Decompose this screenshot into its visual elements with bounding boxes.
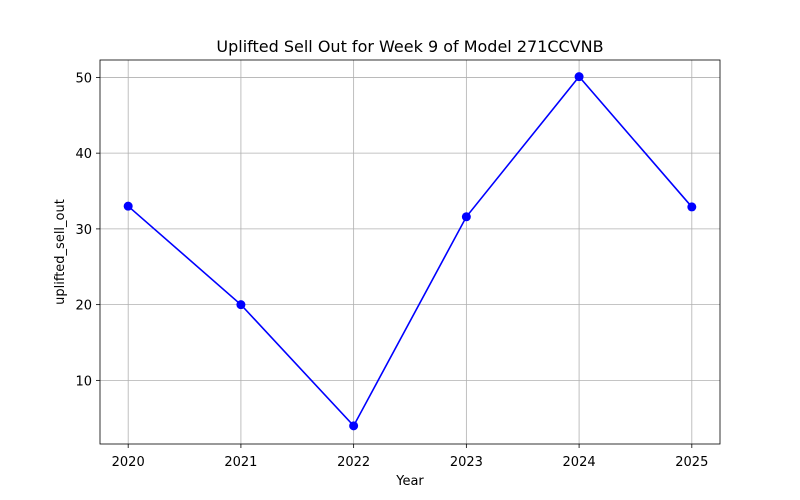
data-point [461, 212, 471, 222]
axis-ticks: 2020 2021 2022 2023 2024 2025 10 20 30 40 50 [75, 71, 708, 470]
data-point [349, 421, 359, 431]
data-point [123, 201, 133, 211]
y-tick-label: 50 [75, 71, 92, 86]
y-axis-label: uplifted_sell_out [53, 199, 68, 305]
y-tick-label: 30 [75, 223, 92, 238]
data-point [687, 202, 697, 212]
x-tick-label: 2025 [675, 455, 708, 470]
grid [100, 60, 720, 444]
x-axis-label: Year [395, 474, 424, 489]
x-tick-label: 2024 [563, 455, 596, 470]
x-tick-label: 2020 [112, 455, 145, 470]
x-tick-label: 2021 [224, 455, 257, 470]
y-tick-label: 20 [75, 299, 92, 314]
chart-title: Uplifted Sell Out for Week 9 of Model 27… [216, 37, 603, 56]
plot-frame [99, 59, 721, 445]
data-point [236, 300, 246, 310]
series-layer [123, 72, 697, 431]
series-line [127, 75, 693, 428]
data-point [574, 72, 584, 82]
y-tick-label: 10 [75, 374, 92, 389]
y-tick-label: 40 [75, 147, 92, 162]
x-tick-label: 2023 [450, 455, 483, 470]
x-tick-label: 2022 [337, 455, 370, 470]
